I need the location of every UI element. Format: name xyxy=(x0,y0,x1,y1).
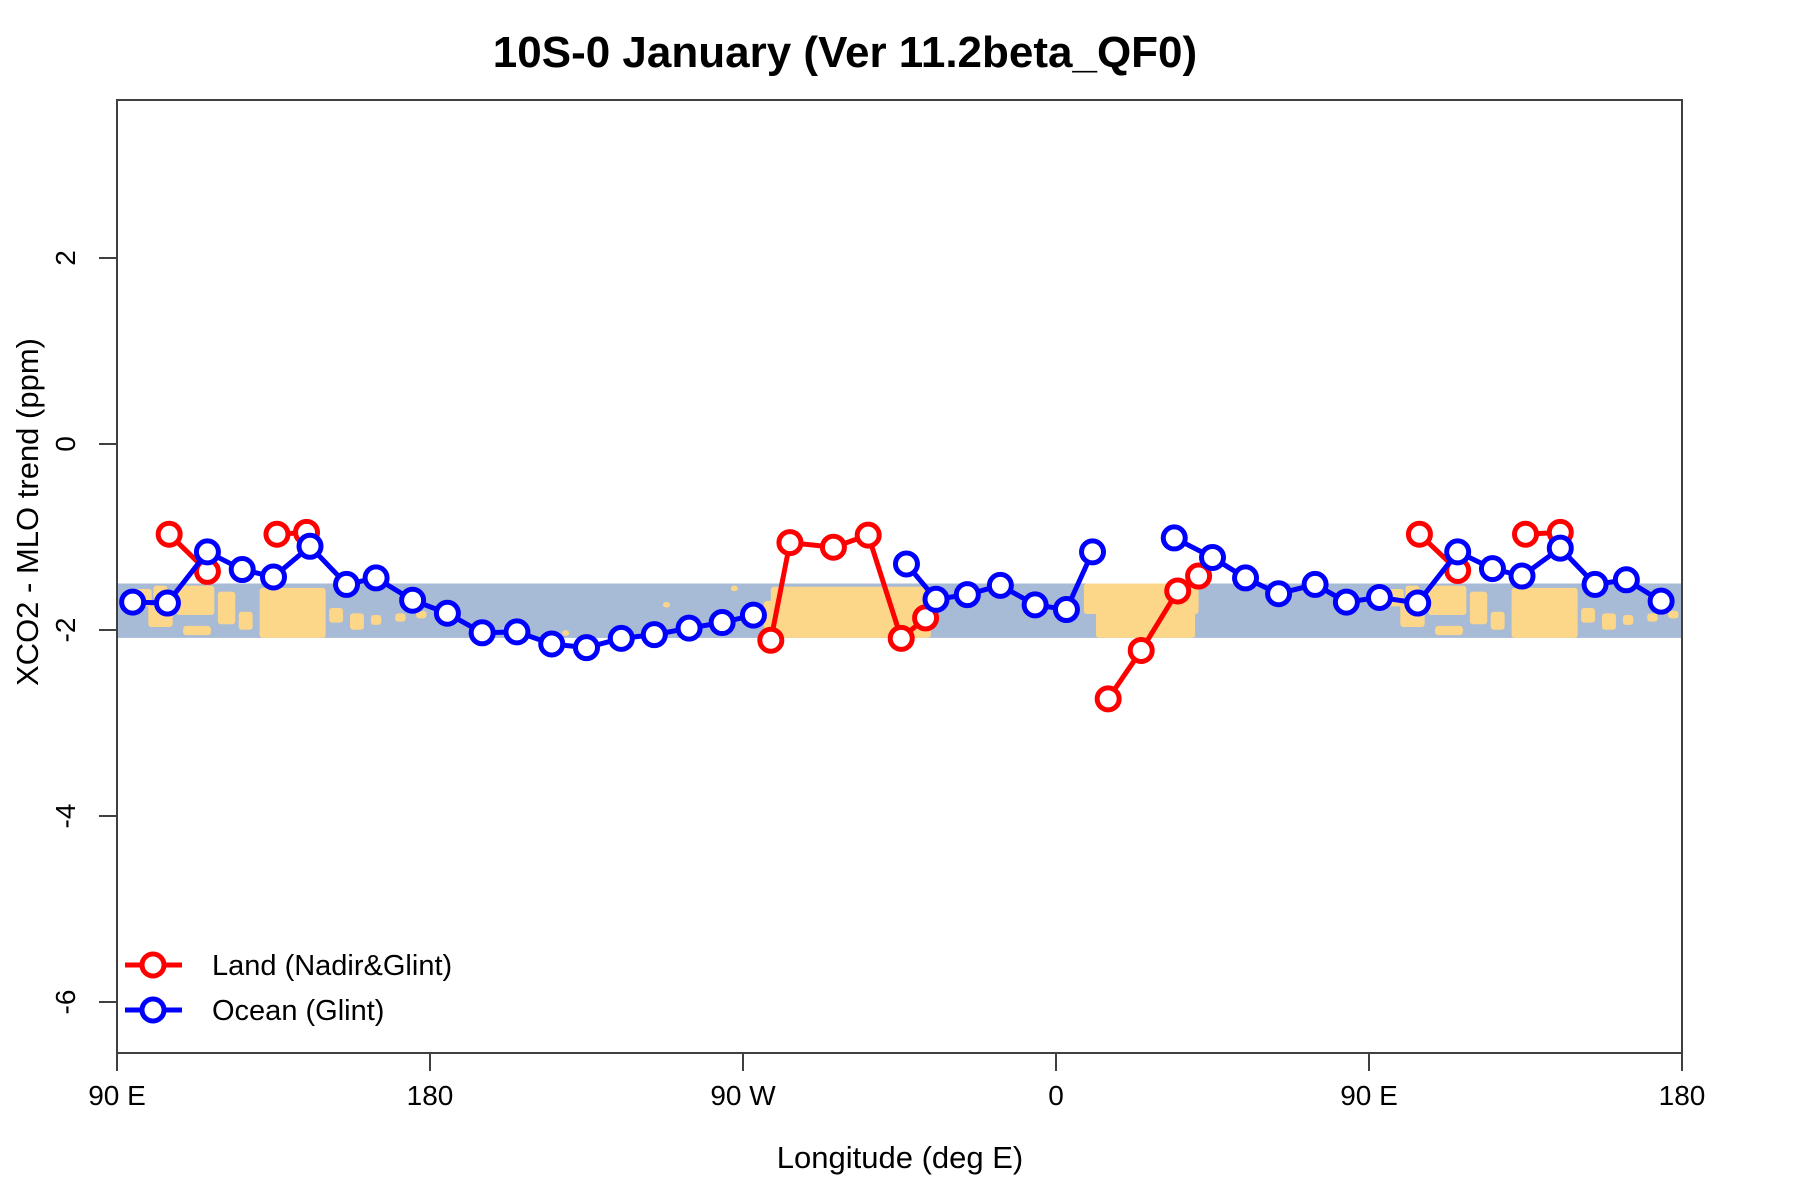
map-band-land-patch xyxy=(1581,607,1596,623)
map-band-land-patch xyxy=(350,613,364,630)
ocean-data-point xyxy=(1647,587,1675,615)
map-band-land-patch xyxy=(1469,591,1488,625)
y-tick-label: 0 xyxy=(50,436,81,452)
x-axis-title: Longitude (deg E) xyxy=(776,1140,1024,1175)
map-band-land-patch xyxy=(1622,615,1634,625)
ocean-data-point xyxy=(986,571,1014,599)
ocean-data-point xyxy=(1404,589,1432,617)
land-data-point xyxy=(1185,562,1213,590)
map-band-land-patch xyxy=(1435,625,1463,636)
ocean-data-point xyxy=(922,585,950,613)
land-data-point xyxy=(819,533,847,561)
ocean-data-point xyxy=(739,601,767,629)
map-band-land-patch xyxy=(1668,610,1679,619)
land-data-point xyxy=(155,520,183,548)
map-band-land-patch xyxy=(329,607,344,623)
plot-box xyxy=(116,99,1683,1054)
ocean-data-point xyxy=(468,619,496,647)
legend-marker xyxy=(139,996,167,1024)
x-tick-label: 90 W xyxy=(710,1080,776,1111)
map-band-land-patch xyxy=(1428,585,1467,616)
ocean-data-point xyxy=(708,609,736,637)
land-data-point xyxy=(1512,520,1539,548)
ocean-data-point xyxy=(1232,564,1260,592)
ocean-data-point xyxy=(675,614,703,642)
ocean-data-point xyxy=(1079,538,1107,566)
ocean-data-point xyxy=(1021,591,1049,619)
land-data-point xyxy=(263,520,291,548)
ocean-data-point xyxy=(153,589,181,617)
map-band-land-patch xyxy=(183,625,211,636)
ocean-data-point xyxy=(399,586,427,614)
map-band-land-patch xyxy=(1490,611,1505,630)
ocean-data-point xyxy=(1365,583,1393,611)
y-tick-label: -6 xyxy=(50,990,81,1015)
ocean-data-point xyxy=(607,624,635,652)
land-data-point xyxy=(757,626,785,654)
map-band-land-patch xyxy=(238,611,253,630)
map-band-land-patch xyxy=(370,615,382,625)
map-band-land-patch xyxy=(416,610,427,619)
map-band-land-patch xyxy=(1511,587,1578,638)
ocean-data-point xyxy=(503,618,531,646)
ocean-data-point xyxy=(362,564,390,592)
x-tick-label: 90 E xyxy=(1340,1080,1398,1111)
legend-label: Ocean (Glint) xyxy=(212,995,384,1027)
land-data-point xyxy=(776,529,804,557)
y-tick-label: 2 xyxy=(50,250,81,266)
map-band-land-patch xyxy=(1095,610,1196,638)
ocean-data-point xyxy=(1478,555,1506,583)
ocean-data-point xyxy=(193,538,221,566)
map-band-land-patch xyxy=(176,585,215,616)
map-band-land-patch xyxy=(663,601,670,608)
map-band-land-patch xyxy=(562,630,570,636)
ocean-data-point xyxy=(260,563,287,591)
ocean-data-point xyxy=(1508,562,1536,590)
ocean-data-point xyxy=(538,630,566,658)
ocean-data-point xyxy=(1612,566,1640,594)
land-data-point xyxy=(1405,520,1433,548)
ocean-data-point xyxy=(1160,524,1188,552)
ocean-data-point xyxy=(1199,543,1226,571)
x-tick-label: 90 E xyxy=(88,1080,146,1111)
legend-label: Land (Nadir&Glint) xyxy=(212,950,452,982)
land-data-point xyxy=(1127,636,1155,664)
ocean-data-point xyxy=(1444,538,1472,566)
land-data-point xyxy=(1164,577,1192,605)
map-band-land-patch xyxy=(1647,613,1658,622)
land-data-point xyxy=(887,624,915,652)
x-tick-label: 0 xyxy=(1048,1080,1064,1111)
map-band-land-patch xyxy=(730,585,738,592)
ocean-data-point xyxy=(953,581,981,609)
ocean-data-point xyxy=(228,556,256,584)
x-tick-label: 180 xyxy=(1659,1080,1706,1111)
ocean-data-point xyxy=(333,570,361,598)
ocean-data-point xyxy=(1265,580,1293,608)
map-band-land-patch xyxy=(259,587,326,638)
ocean-data-point xyxy=(640,621,668,649)
land-data-point xyxy=(854,521,882,549)
y-tick-label: -4 xyxy=(50,804,81,829)
ocean-data-point xyxy=(892,550,920,578)
map-band-land-patch xyxy=(217,591,236,625)
ocean-data-point xyxy=(296,532,324,560)
ocean-data-point xyxy=(433,599,461,627)
y-tick-label: -2 xyxy=(50,618,81,643)
ocean-data-point xyxy=(1301,570,1329,598)
ocean-data-point xyxy=(1332,588,1360,616)
map-band-land-patch xyxy=(395,613,406,622)
chart-title: 10S-0 January (Ver 11.2beta_QF0) xyxy=(492,28,1198,77)
x-tick-label: 180 xyxy=(407,1080,454,1111)
ocean-data-point xyxy=(1546,534,1574,562)
ocean-data-point xyxy=(1581,570,1609,598)
land-data-point xyxy=(1094,685,1122,713)
legend-marker xyxy=(139,951,167,979)
ocean-data-point xyxy=(1052,596,1080,624)
ocean-data-point xyxy=(573,634,600,662)
y-axis-title-text: XCO2 - MLO trend (ppm) xyxy=(10,338,46,686)
ocean-data-point xyxy=(119,588,147,616)
map-band-land-patch xyxy=(1602,613,1616,630)
